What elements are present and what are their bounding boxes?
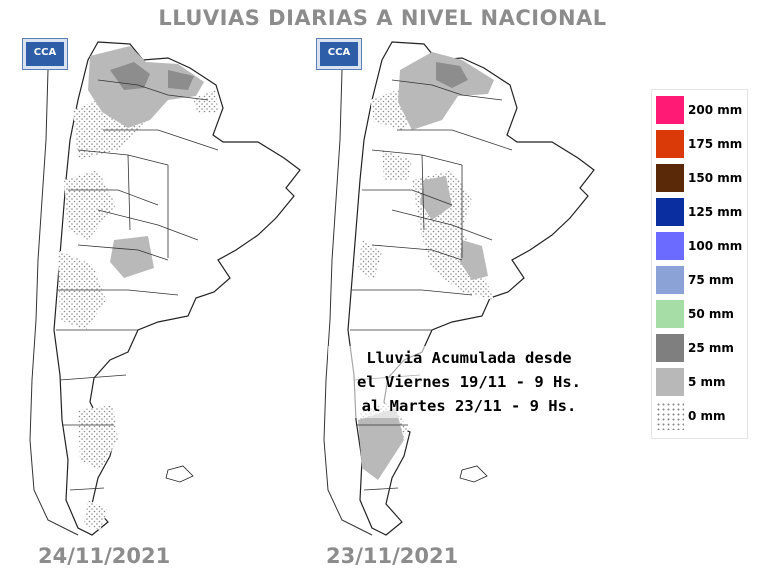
legend-label: 150 mm [688,171,743,185]
note-line-1: Lluvia Acumulada desde [366,349,572,367]
legend-item: 25 mm [655,334,745,364]
country-outline [53,41,301,536]
legend-item: 200 mm [655,96,745,126]
argentina-map-right [323,41,595,536]
map-date-left: 24/11/2021 [38,544,171,568]
legend-swatch [656,266,684,294]
map-date-right: 23/11/2021 [326,544,459,568]
rain-25mm-area [110,62,194,90]
legend-item: 50 mm [655,300,745,330]
rain-map-left: CCA [18,30,318,545]
rain-5mm-area [88,46,204,278]
cca-logo-left: CCA [22,38,68,70]
legend-swatch [656,232,684,260]
legend-label: 200 mm [688,103,743,117]
rain-0mm-patches [58,90,218,530]
legend-label: 100 mm [688,239,743,253]
legend-item: 150 mm [655,164,745,194]
rain-map-right: CCA [312,30,612,545]
legend-item: 0 mm [655,402,745,432]
legend-label: 125 mm [688,205,743,219]
legend-label: 25 mm [688,341,734,355]
legend-item: 175 mm [655,130,745,160]
argentina-map-left [29,41,301,536]
legend-swatch [656,402,684,430]
legend-swatch [656,164,684,192]
page-title: LLUVIAS DIARIAS A NIVEL NACIONAL [158,6,607,30]
cca-logo-right: CCA [316,38,362,70]
legend-swatch [656,96,684,124]
legend-label: 75 mm [688,273,734,287]
rain-5mm-area [358,52,494,480]
rain-0mm-patches [358,86,494,470]
legend-item: 75 mm [655,266,745,296]
legend-item: 100 mm [655,232,745,262]
legend-label: 0 mm [688,409,726,423]
cca-logo-text: CCA [320,42,358,66]
legend-swatch [656,334,684,362]
legend-label: 175 mm [688,137,743,151]
province-borders [56,79,219,491]
legend-item: 5 mm [655,368,745,398]
chile-coast-outline [29,69,79,536]
cca-logo-text: CCA [26,42,64,66]
falkland-islands [459,465,488,483]
note-line-2: el Viernes 19/11 - 9 Hs. [357,373,581,391]
legend-swatch [656,368,684,396]
legend-label: 5 mm [688,375,726,389]
accumulated-rain-note: Lluvia Acumulada desde el Viernes 19/11 … [328,346,610,418]
legend-swatch [656,198,684,226]
legend-swatch [656,130,684,158]
falkland-islands [165,465,194,483]
rainfall-legend: 200 mm 175 mm 150 mm 125 mm 100 mm 75 mm… [651,89,748,439]
legend-label: 50 mm [688,307,734,321]
legend-swatch [656,300,684,328]
legend-item: 125 mm [655,198,745,228]
rain-25mm-area [436,62,468,88]
note-line-3: al Martes 23/11 - 9 Hs. [361,397,577,415]
